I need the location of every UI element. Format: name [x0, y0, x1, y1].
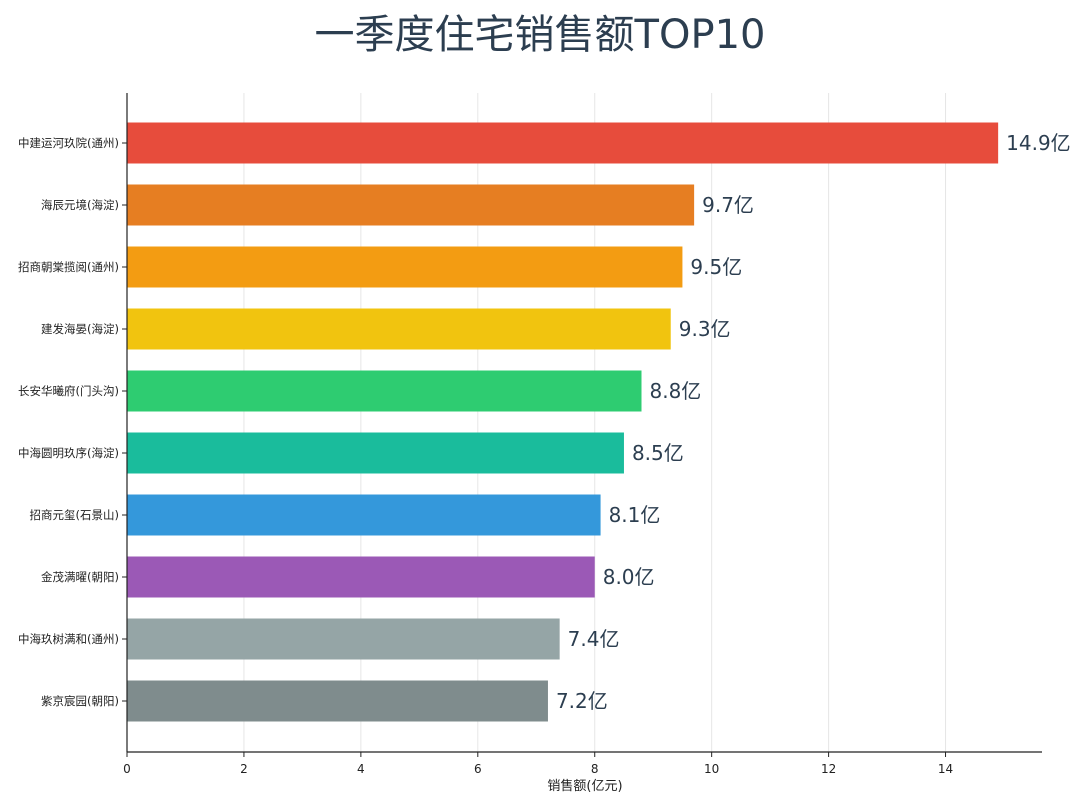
x-tick-label: 8 — [591, 762, 599, 776]
data-label: 8.1亿 — [609, 503, 661, 527]
category-label: 金茂满曜(朝阳) — [41, 570, 119, 584]
x-tick-label: 14 — [938, 762, 953, 776]
x-tick-label: 10 — [704, 762, 719, 776]
data-label: 14.9亿 — [1006, 131, 1071, 155]
x-tick-label: 4 — [357, 762, 365, 776]
x-tick-label: 6 — [474, 762, 482, 776]
bar — [127, 494, 601, 536]
bar — [127, 246, 683, 288]
data-label: 7.2亿 — [556, 689, 608, 713]
x-tick-label: 12 — [821, 762, 836, 776]
category-label: 中海圆明玖序(海淀) — [18, 446, 119, 460]
data-label: 9.3亿 — [679, 317, 731, 341]
category-label: 招商朝棠揽阅(通州) — [18, 260, 119, 274]
bar — [127, 618, 560, 660]
bars — [127, 122, 999, 722]
x-tick-label: 2 — [240, 762, 248, 776]
x-axis-label: 销售额(亿元) — [547, 778, 622, 794]
data-label: 9.5亿 — [690, 255, 742, 279]
data-label: 8.8亿 — [650, 379, 702, 403]
category-label: 紫京宸园(朝阳) — [41, 694, 119, 708]
category-label: 长安华曦府(门头沟) — [18, 384, 119, 398]
data-label: 9.7亿 — [702, 193, 754, 217]
bar — [127, 370, 642, 412]
data-label: 7.4亿 — [568, 627, 620, 651]
data-labels: 14.9亿 9.7亿 9.5亿 9.3亿 8.8亿 8.5亿 8.1亿 8.0亿 7.4亿 7.2… — [556, 131, 1071, 713]
category-label: 建发海晏(海淀) — [41, 322, 119, 336]
data-label: 8.5亿 — [632, 441, 684, 465]
category-label: 中建运河玖院(通州) — [18, 136, 119, 150]
x-tick-label: 0 — [123, 762, 131, 776]
category-label: 招商元玺(石景山) — [30, 508, 119, 522]
category-label: 中海玖树满和(通州) — [18, 632, 119, 646]
bar — [127, 680, 548, 722]
bar — [127, 308, 671, 350]
bar — [127, 184, 695, 226]
bar — [127, 556, 595, 598]
axes — [126, 93, 1042, 753]
x-ticks: 0 2 4 6 8 10 12 14 — [123, 752, 953, 776]
bar — [127, 432, 624, 474]
category-labels: 中建运河玖院(通州) 海辰元境(海淀) 招商朝棠揽阅(通州) 建发海晏(海淀) 长安华曦… — [18, 136, 127, 708]
chart-title: 一季度住宅销售额TOP10 — [314, 12, 766, 58]
data-label: 8.0亿 — [603, 565, 655, 589]
bar — [127, 122, 999, 164]
category-label: 海辰元境(海淀) — [41, 198, 119, 212]
